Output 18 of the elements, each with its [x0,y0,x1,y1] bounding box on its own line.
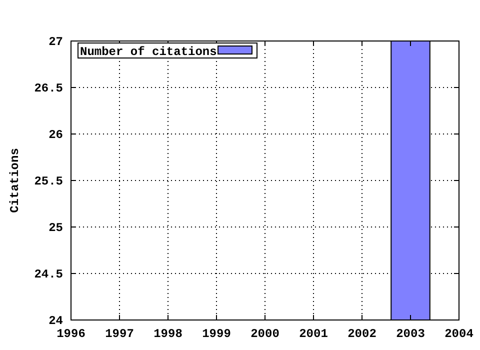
y-tick-label: 25.5 [34,174,63,188]
x-tick-label: 1996 [56,327,86,341]
y-tick-label: 24 [48,314,63,328]
x-tick-label: 2004 [444,327,474,341]
y-tick-label: 27 [48,35,63,49]
y-tick-label: 26 [48,128,63,142]
x-tick-label: 1999 [202,327,231,341]
y-tick-label: 26.5 [34,82,63,96]
y-tick-label: 25 [48,221,63,235]
x-tick-label: 2001 [299,327,328,341]
x-tick-label: 1998 [154,327,182,341]
x-tick-label: 2000 [250,327,280,341]
legend-label: Number of citations [80,45,217,59]
x-tick-label: 2002 [348,327,376,341]
y-tick-label: 24.5 [34,268,63,282]
x-tick-label: 1997 [105,327,134,341]
y-axis-title: Citations [8,148,22,213]
x-tick-label: 2003 [396,327,425,341]
